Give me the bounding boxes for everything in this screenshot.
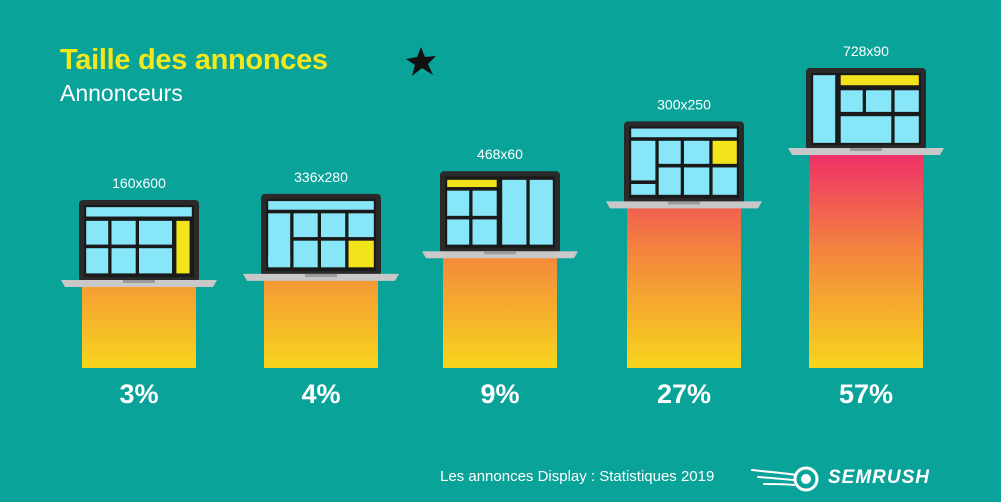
chart-title: Taille des annonces xyxy=(60,44,328,76)
bar-300x250 xyxy=(627,203,741,368)
laptop-icon xyxy=(422,171,578,259)
semrush-fireball-icon xyxy=(751,466,819,492)
laptop-icon xyxy=(606,121,762,209)
category-label: 336x280 xyxy=(294,169,348,185)
category-label: 468x60 xyxy=(477,146,523,162)
value-label: 3% xyxy=(119,379,158,409)
bar-728x90 xyxy=(809,150,923,368)
value-label: 4% xyxy=(301,379,340,409)
value-label: 9% xyxy=(480,379,519,409)
category-label: 728x90 xyxy=(843,43,889,59)
value-label: 57% xyxy=(839,379,893,409)
value-label: 27% xyxy=(657,379,711,409)
brand-logo: SEMRUSH xyxy=(750,464,930,492)
chart-subtitle: Annonceurs xyxy=(60,80,183,106)
laptop-icon xyxy=(243,193,399,281)
bar-336x280 xyxy=(264,275,378,368)
star-icon xyxy=(406,47,436,76)
category-label: 300x250 xyxy=(657,96,711,112)
laptop-icon xyxy=(788,68,944,155)
source-note: Les annonces Display : Statistiques 2019 xyxy=(440,468,715,485)
bar-160x600 xyxy=(82,282,196,368)
laptop-icon xyxy=(61,200,217,287)
brand-name: SEMRUSH xyxy=(828,467,931,488)
category-label: 160x600 xyxy=(112,175,166,191)
bar-468x60 xyxy=(443,253,557,368)
